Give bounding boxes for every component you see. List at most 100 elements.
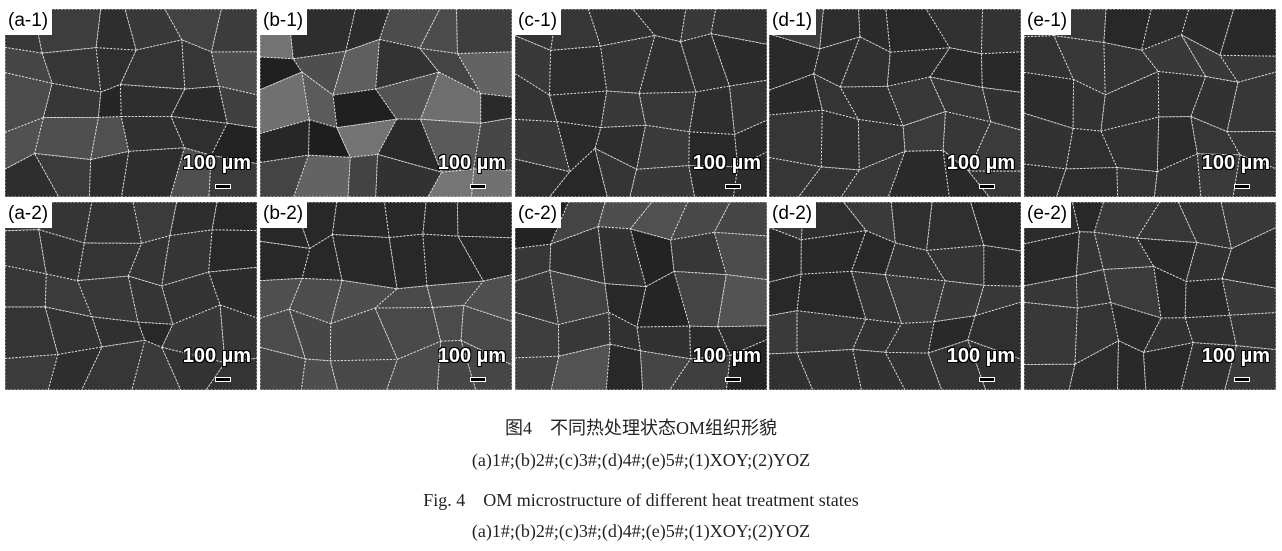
- grain: [926, 202, 985, 251]
- micrograph-panel: (c-2) 100 µm: [515, 202, 767, 390]
- grain: [852, 348, 906, 390]
- grain: [710, 33, 767, 87]
- grain: [1068, 339, 1120, 390]
- grain: [769, 352, 814, 390]
- grain: [629, 228, 675, 288]
- scale-bar: [470, 184, 486, 189]
- grain: [47, 346, 103, 390]
- grain: [91, 316, 146, 348]
- grain: [210, 51, 257, 96]
- grain: [218, 85, 257, 129]
- grain: [260, 240, 311, 282]
- grain-structure: [515, 202, 767, 390]
- grain: [549, 45, 608, 96]
- grain: [170, 85, 228, 124]
- grain: [432, 304, 465, 342]
- grain: [594, 124, 647, 171]
- micrograph-panel: (c-1) 100 µm: [515, 9, 767, 197]
- grain: [1226, 130, 1276, 170]
- grain: [83, 202, 143, 244]
- grain: [1184, 314, 1237, 347]
- grain: [5, 46, 53, 84]
- grain: [5, 152, 60, 197]
- grain: [260, 71, 310, 135]
- grain: [550, 343, 611, 390]
- panel-label: (e-1): [1024, 9, 1072, 35]
- grain: [608, 311, 642, 352]
- grain: [970, 202, 1021, 252]
- grain: [1190, 76, 1239, 133]
- grain: [902, 110, 947, 152]
- grain: [710, 9, 767, 45]
- grain: [1103, 42, 1160, 96]
- scale-bar: [725, 184, 741, 189]
- grain: [208, 266, 257, 319]
- panel-label: (c-2): [515, 202, 562, 228]
- grain: [345, 9, 391, 52]
- grain: [820, 109, 860, 171]
- grain: [169, 147, 212, 197]
- grain: [515, 243, 552, 282]
- grain: [769, 310, 798, 355]
- grain: [120, 116, 186, 152]
- grain: [796, 270, 867, 320]
- grain: [33, 152, 92, 197]
- grain: [329, 358, 399, 390]
- grain: [260, 119, 310, 164]
- grain: [260, 346, 306, 390]
- grain: [1024, 363, 1076, 390]
- grain: [384, 202, 427, 239]
- scale-label: 100 µm: [692, 152, 761, 174]
- grain: [81, 339, 146, 390]
- grain: [890, 202, 933, 252]
- grain: [210, 122, 257, 165]
- micrograph-panel: (d-1) 100 µm: [769, 9, 1021, 197]
- grain: [594, 147, 638, 197]
- grain: [887, 149, 950, 197]
- grain: [967, 121, 1021, 172]
- grain: [688, 165, 739, 197]
- grain: [427, 168, 475, 197]
- grain: [208, 229, 257, 273]
- grain: [549, 147, 608, 197]
- scale-label: 100 µm: [1201, 345, 1270, 367]
- grain: [1024, 301, 1078, 365]
- scale-bar: [1234, 184, 1250, 189]
- micrograph-panel: (a-1) 100 µm: [5, 9, 257, 197]
- grain: [852, 318, 903, 353]
- panel-label: (b-2): [260, 202, 308, 228]
- grain-structure: [1024, 202, 1276, 390]
- grain: [211, 202, 257, 232]
- grain: [88, 150, 130, 197]
- grain: [549, 226, 606, 285]
- grain: [850, 229, 896, 276]
- grain: [981, 51, 1021, 93]
- scale-bar: [215, 184, 231, 189]
- scale-label: 100 µm: [182, 345, 251, 367]
- grain: [480, 93, 512, 124]
- scale-label: 100 µm: [946, 345, 1015, 367]
- grain: [260, 277, 303, 319]
- grain: [515, 158, 571, 197]
- grain: [1229, 312, 1276, 351]
- grain: [373, 285, 434, 309]
- grain: [515, 355, 560, 390]
- grain: [456, 51, 512, 98]
- grain: [600, 34, 656, 94]
- grain: [1157, 71, 1207, 118]
- scale-label: 100 µm: [437, 345, 506, 367]
- grain: [347, 154, 379, 197]
- scale-label: 100 µm: [1201, 152, 1270, 174]
- grain: [1136, 237, 1198, 283]
- grain: [927, 339, 987, 390]
- grain: [639, 350, 692, 390]
- grain: [471, 168, 512, 197]
- grain: [515, 35, 552, 97]
- grain: [121, 147, 186, 197]
- grain: [1190, 115, 1241, 156]
- grain: [456, 202, 512, 239]
- grain: [839, 85, 904, 127]
- grain: [456, 9, 512, 55]
- grain: [1196, 153, 1241, 197]
- grain: [967, 339, 1021, 390]
